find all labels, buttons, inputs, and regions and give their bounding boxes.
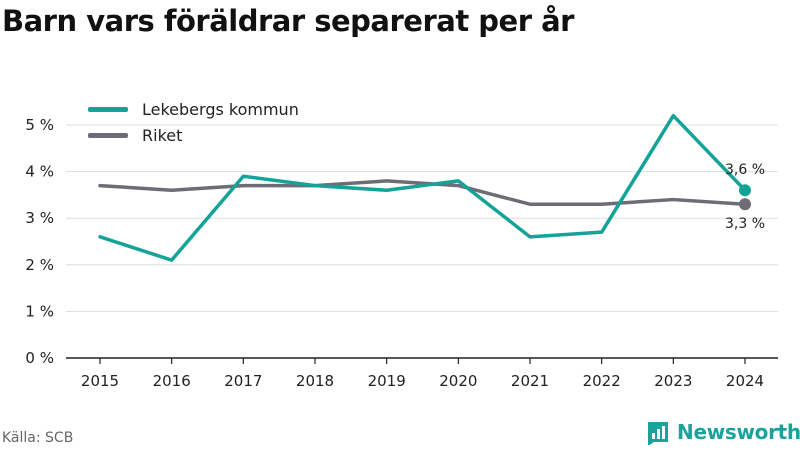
series-line-riket	[98, 179, 747, 206]
legend-swatch-riket	[88, 132, 128, 138]
legend-item-riket: Riket	[88, 122, 299, 148]
end-point-lekeberg	[739, 184, 751, 197]
series-lines	[98, 113, 751, 262]
y-tick-label: 2 %	[25, 256, 54, 274]
data-labels: 3,6 % 3,3 %	[725, 162, 765, 232]
axes: 0 % 1 % 2 % 3 % 4 % 5 % 2015 2016 2017 2018 2019 20…	[25, 116, 778, 390]
x-tick-label: 2019	[368, 372, 406, 390]
grid-lines	[66, 124, 778, 312]
x-tick-label: 2024	[726, 372, 764, 390]
legend: Lekebergs kommun Riket	[88, 96, 299, 148]
x-tick-label: 2021	[511, 372, 549, 390]
x-tick-label: 2022	[583, 372, 621, 390]
x-tick-label: 2015	[81, 372, 119, 390]
brand: Newsworthy	[645, 419, 800, 445]
brand-name: Newsworthy	[677, 420, 800, 444]
x-tick-label: 2020	[439, 372, 477, 390]
series-line-lekeberg	[98, 113, 747, 262]
y-tick-label: 4 %	[25, 163, 54, 181]
end-point-riket	[739, 198, 751, 211]
y-tick-label: 3 %	[25, 209, 54, 227]
legend-item-lekeberg: Lekebergs kommun	[88, 96, 299, 122]
legend-swatch-lekeberg	[88, 106, 128, 112]
y-tick-label: 5 %	[25, 116, 54, 134]
y-tick-label: 1 %	[25, 302, 54, 320]
end-label-lekeberg: 3,6 %	[725, 162, 765, 178]
newsworthy-logo-icon	[648, 422, 668, 445]
x-tick-label: 2018	[296, 372, 334, 390]
end-label-riket: 3,3 %	[725, 216, 765, 232]
source-note: Källa: SCB	[2, 430, 74, 446]
x-tick-label: 2023	[654, 372, 692, 390]
legend-label-lekeberg: Lekebergs kommun	[142, 99, 299, 119]
x-tick-label: 2016	[153, 372, 191, 390]
x-tick-label: 2017	[224, 372, 262, 390]
legend-label-riket: Riket	[142, 125, 183, 145]
y-tick-label: 0 %	[25, 349, 54, 367]
chart-title: Barn vars föräldrar separerat per år	[2, 4, 574, 38]
